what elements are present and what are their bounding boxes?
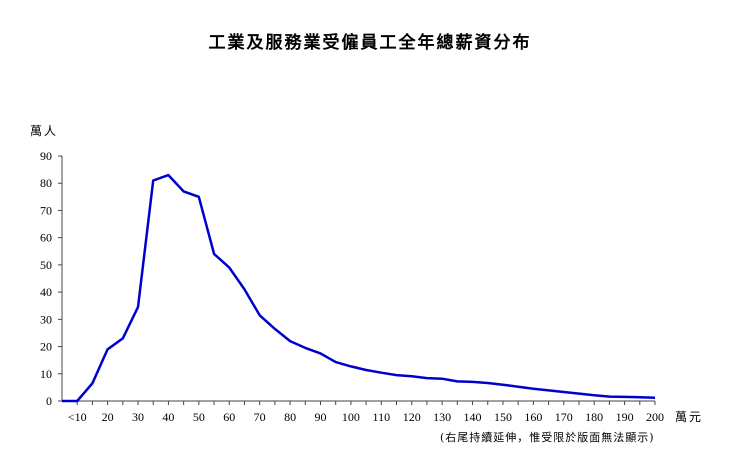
- svg-text:0: 0: [46, 394, 52, 408]
- svg-text:100: 100: [342, 410, 360, 424]
- svg-text:110: 110: [373, 410, 391, 424]
- svg-text:10: 10: [40, 367, 52, 381]
- svg-text:40: 40: [40, 285, 52, 299]
- svg-text:70: 70: [40, 203, 52, 217]
- svg-text:180: 180: [585, 410, 603, 424]
- svg-text:<10: <10: [68, 410, 87, 424]
- svg-text:130: 130: [433, 410, 451, 424]
- x-axis-unit-label: 萬元: [675, 410, 704, 424]
- svg-text:70: 70: [254, 410, 266, 424]
- chart-axes: [58, 155, 656, 405]
- svg-text:200: 200: [646, 410, 664, 424]
- svg-text:20: 20: [102, 410, 114, 424]
- svg-text:50: 50: [40, 258, 52, 272]
- svg-text:30: 30: [40, 312, 52, 326]
- svg-text:60: 60: [223, 410, 235, 424]
- x-axis-tick-labels: <10 20 30 40 50 60 70 80 90 100 110 120 130 140 150 160…: [68, 410, 664, 424]
- svg-text:40: 40: [162, 410, 174, 424]
- svg-text:150: 150: [494, 410, 512, 424]
- svg-text:160: 160: [524, 410, 542, 424]
- y-axis-unit-label: 萬人: [30, 124, 59, 138]
- y-axis-tick-labels: 0 10 20 30 40 50 60 70 80 90: [40, 149, 52, 408]
- svg-text:20: 20: [40, 340, 52, 354]
- svg-text:80: 80: [40, 176, 52, 190]
- svg-text:90: 90: [314, 410, 326, 424]
- svg-text:140: 140: [464, 410, 482, 424]
- svg-text:80: 80: [284, 410, 296, 424]
- svg-text:60: 60: [40, 231, 52, 245]
- chart-footnote: (右尾持續延伸，惟受限於版面無法顯示): [440, 431, 655, 444]
- svg-text:30: 30: [132, 410, 144, 424]
- svg-text:190: 190: [616, 410, 634, 424]
- svg-text:50: 50: [193, 410, 205, 424]
- svg-text:90: 90: [40, 149, 52, 163]
- svg-text:120: 120: [403, 410, 421, 424]
- chart-title: 工業及服務業受僱員工全年總薪資分布: [208, 33, 532, 53]
- svg-text:170: 170: [555, 410, 573, 424]
- data-series-line: [62, 173, 656, 403]
